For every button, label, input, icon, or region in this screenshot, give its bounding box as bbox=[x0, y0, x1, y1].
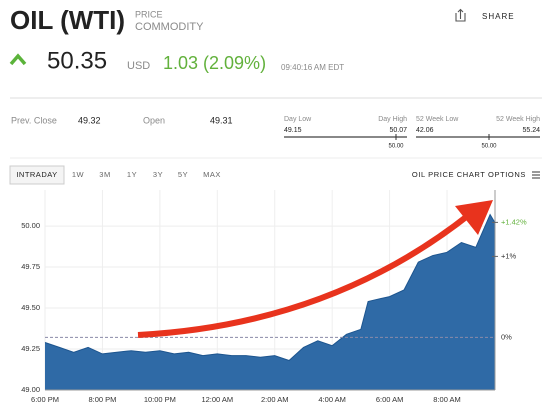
y-tick-label: 49.00 bbox=[21, 385, 40, 394]
stat-label: Open bbox=[143, 115, 165, 125]
tab[interactable]: 5Y bbox=[178, 170, 188, 179]
y-tick-label: 49.25 bbox=[21, 344, 40, 353]
stat-label: 52 Week Low bbox=[416, 116, 459, 123]
stat-label: 52 Week High bbox=[496, 116, 540, 123]
line bbox=[44, 213, 496, 362]
y-tick-label: 50.00 bbox=[21, 221, 40, 230]
active-tab-box bbox=[9, 165, 65, 185]
tab[interactable]: 1Y bbox=[127, 170, 137, 179]
x-tick-label: 10:00 PM bbox=[144, 395, 176, 404]
area bbox=[45, 214, 495, 390]
stat-value: 49.31 bbox=[210, 115, 233, 125]
x-tick-label: 2:00 AM bbox=[261, 395, 289, 404]
kind: COMMODITY bbox=[135, 21, 204, 33]
arrow-shaft bbox=[137, 211, 472, 338]
price: 50.35 bbox=[47, 47, 107, 74]
range-marker-label: 50.00 bbox=[388, 144, 404, 150]
tab[interactable]: 3Y bbox=[153, 170, 163, 179]
tab[interactable]: 3M bbox=[99, 170, 110, 179]
y2-tick-label: +1% bbox=[501, 251, 517, 260]
stat-label: Day Low bbox=[284, 116, 312, 123]
stat-value: 42.06 bbox=[416, 127, 434, 134]
annotation-arrow bbox=[137, 200, 493, 338]
range-marker-label: 50.00 bbox=[481, 144, 497, 150]
stat-label: Day High bbox=[378, 116, 407, 123]
chart: 6:00 PM 8:00 PM 10:00 PM 12:00 AM 2:00 AM 4:0… bbox=[21, 190, 527, 404]
menu-icon[interactable] bbox=[532, 171, 540, 179]
x-tick-label: 6:00 AM bbox=[376, 395, 404, 404]
title: OIL (WTI) bbox=[10, 5, 125, 35]
change: 1.03 (2.09%) bbox=[163, 53, 266, 73]
stat-value: 49.15 bbox=[284, 127, 302, 134]
currency: USD bbox=[127, 60, 150, 72]
y-tick-label: 49.75 bbox=[21, 262, 40, 271]
stat-value: 55.24 bbox=[522, 127, 540, 134]
tab[interactable]: MAX bbox=[203, 170, 221, 179]
y2-tick-label: 0% bbox=[501, 332, 512, 341]
tab[interactable]: INTRADAY bbox=[16, 170, 57, 179]
share-button[interactable]: SHARE bbox=[455, 8, 515, 22]
share-icon bbox=[455, 8, 466, 22]
y2-tick-label: +1.42% bbox=[501, 217, 527, 226]
x-tick-label: 8:00 AM bbox=[433, 395, 461, 404]
x-tick-label: 4:00 AM bbox=[318, 395, 346, 404]
stat-label: Prev. Close bbox=[11, 115, 57, 125]
x-tick-label: 12:00 AM bbox=[201, 395, 233, 404]
chart-options[interactable]: OIL PRICE CHART OPTIONS bbox=[412, 170, 526, 179]
up-arrow bbox=[9, 53, 27, 66]
quote-time: 09:40:16 AM EDT bbox=[281, 63, 344, 72]
kind-label: PRICE bbox=[135, 9, 163, 19]
y-tick-label: 49.50 bbox=[21, 303, 40, 312]
stat-value: 50.07 bbox=[389, 127, 407, 134]
range-bar bbox=[284, 136, 407, 138]
range-bar bbox=[416, 136, 540, 138]
tabs: INTRADAY 1W 3M 1Y 3Y 5Y MAX bbox=[16, 170, 221, 179]
stat-value: 49.32 bbox=[78, 115, 101, 125]
share-label[interactable]: SHARE bbox=[482, 12, 515, 21]
x-tick-label: 6:00 PM bbox=[31, 395, 59, 404]
arrow-head bbox=[455, 200, 493, 235]
x-tick-label: 8:00 PM bbox=[88, 395, 116, 404]
tab[interactable]: 1W bbox=[72, 170, 85, 179]
